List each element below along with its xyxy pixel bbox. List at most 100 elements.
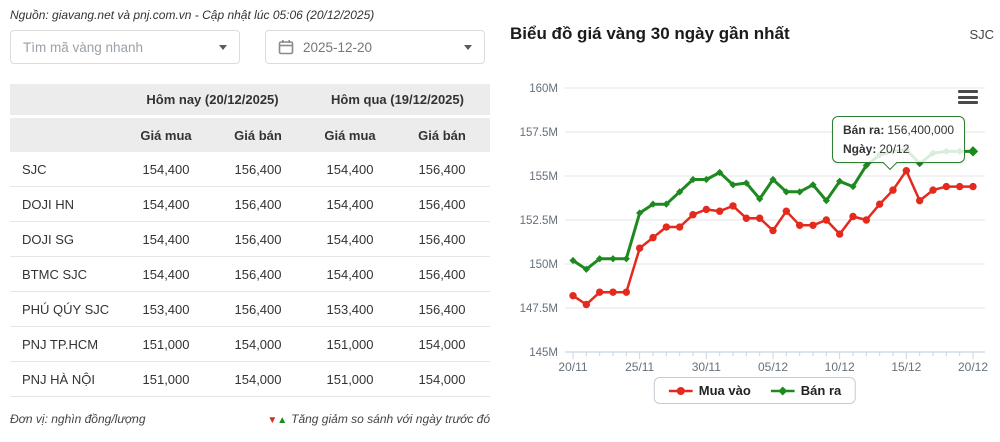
gold-price-table: Hôm nay (20/12/2025) Hôm qua (19/12/2025… [10,84,490,397]
price-cell: 151,000 [326,371,374,387]
svg-text:05/12: 05/12 [758,360,788,374]
svg-text:145M: 145M [529,347,558,359]
legend-label-buy: Mua vào [698,383,751,398]
chart-tooltip: Bán ra: 156,400,000 Ngày: 20/12 [832,116,966,164]
series-Bán ra [569,146,979,273]
price-cell: 156,400 [418,231,466,247]
price-cell: 156,400 [234,301,282,317]
price-cell: 156,400 [418,161,466,177]
price-cell: 154,400 [142,196,190,212]
column-header-buy-today: Giá mua [140,127,192,143]
unit-note: Đơn vị: nghìn đồng/lượng [10,412,146,426]
table-row: SJC 154,400 156,400 154,400 156,400 [10,152,490,187]
table-row: DOJI HN 154,400 156,400 154,400 156,400 [10,187,490,222]
price-cell: 154,000 [234,336,282,352]
price-cell: 154,400 [142,266,190,282]
svg-text:147.5M: 147.5M [520,303,558,315]
up-triangle-icon: ▲ [277,415,288,426]
price-cell: 156,400 [234,161,282,177]
svg-text:160M: 160M [529,83,558,95]
vendor-name: PNJ HÀ NỘI [22,371,95,387]
table-row: PHÚ QÚY SJC 153,400 156,400 153,400 156,400 [10,292,490,327]
svg-text:10/12: 10/12 [825,360,855,374]
series-Mua vào [569,167,977,309]
svg-text:155M: 155M [529,171,558,183]
chart-header: Biểu đồ giá vàng 30 ngày gần nhất SJC [510,24,1000,44]
price-cell: 154,400 [326,266,374,282]
vendor-name: BTMC SJC [22,266,87,282]
table-row: DOJI SG 154,400 156,400 154,400 156,400 [10,222,490,257]
chart-badge: SJC [969,26,994,42]
svg-text:30/11: 30/11 [692,360,721,374]
down-triangle-icon: ▼ [267,415,278,426]
buy-series-marker-icon [668,386,693,395]
chart-menu-icon[interactable] [958,90,978,107]
price-cell: 156,400 [418,266,466,282]
date-value: 2025-12-20 [303,39,373,55]
chart-panel: Biểu đồ giá vàng 30 ngày gần nhất SJC 16… [510,0,1000,442]
x-axis: 20/11 25/11 30/11 05/12 10/12 15/12 20/12 [558,351,988,374]
vendor-name: PNJ TP.HCM [22,336,99,352]
price-cell: 153,400 [326,301,374,317]
price-cell: 154,400 [326,161,374,177]
column-header-buy-yesterday: Giá mua [324,127,376,143]
price-cell: 151,000 [142,371,190,387]
chevron-down-icon [219,44,227,50]
column-group-yesterday: Hôm qua (19/12/2025) [331,92,464,107]
change-legend-note: ▼▲ Tăng giảm so sánh với ngày trước đó [267,412,490,426]
calendar-icon [278,39,294,55]
chart-title: Biểu đồ giá vàng 30 ngày gần nhất [510,24,790,43]
sell-series-marker-icon [770,386,795,395]
table-body: SJC 154,400 156,400 154,400 156,400 DOJI HN 15… [10,152,490,397]
price-cell: 156,400 [234,231,282,247]
svg-text:20/11: 20/11 [558,360,587,374]
price-cell: 156,400 [418,301,466,317]
tooltip-sell-line: Bán ra: 156,400,000 [843,123,955,137]
vendor-name: DOJI HN [22,196,74,212]
chevron-down-icon [464,44,472,50]
chart-area: 160M 157.5M 155M 152.5M 150M 147.5M 145M 20/11 2… [510,78,1000,442]
svg-text:20/12: 20/12 [958,360,988,374]
svg-text:150M: 150M [529,259,558,271]
price-cell: 156,400 [234,196,282,212]
column-header-sell-today: Giá bán [234,127,282,143]
price-cell: 154,400 [142,161,190,177]
vendor-name: DOJI SG [22,231,75,247]
legend-item-mua-vao[interactable]: Mua vào [668,383,751,398]
legend-label-sell: Bán ra [800,383,842,398]
table-subheader-row: Giá mua Giá bán Giá mua Giá bán [10,118,490,152]
vendor-name: SJC [22,161,47,177]
svg-text:152.5M: 152.5M [520,215,558,227]
price-cell: 154,000 [418,336,466,352]
price-table-panel: Nguồn: giavang.net và pnj.com.vn - Cập n… [10,8,490,426]
price-cell: 154,000 [234,371,282,387]
price-cell: 156,400 [234,266,282,282]
table-row: BTMC SJC 154,400 156,400 154,400 156,400 [10,257,490,292]
search-input[interactable] [23,39,219,55]
gold-code-search-select[interactable] [10,30,240,64]
price-cell: 151,000 [142,336,190,352]
tooltip-date-line: Ngày: 20/12 [843,141,910,156]
vendor-name: PHÚ QÚY SJC [22,301,110,317]
price-cell: 153,400 [142,301,190,317]
price-cell: 154,400 [142,231,190,247]
change-legend-text: Tăng giảm so sánh với ngày trước đó [291,412,490,426]
table-row: PNJ TP.HCM 151,000 154,000 151,000 154,000 [10,327,490,362]
table-group-header-row: Hôm nay (20/12/2025) Hôm qua (19/12/2025… [10,84,490,115]
price-cell: 154,400 [326,196,374,212]
svg-text:25/11: 25/11 [625,360,654,374]
legend-item-ban-ra[interactable]: Bán ra [770,383,842,398]
svg-text:15/12: 15/12 [891,360,921,374]
chart-legend: Mua vào Bán ra [653,377,857,404]
price-cell: 151,000 [326,336,374,352]
table-row: PNJ HÀ NỘI 151,000 154,000 151,000 154,000 [10,362,490,397]
svg-text:157.5M: 157.5M [520,127,558,139]
column-group-today: Hôm nay (20/12/2025) [146,92,279,107]
table-footer: Đơn vị: nghìn đồng/lượng ▼▲ Tăng giảm so … [10,412,490,426]
date-picker[interactable]: 2025-12-20 [265,30,485,64]
column-header-sell-yesterday: Giá bán [418,127,466,143]
source-note: Nguồn: giavang.net và pnj.com.vn - Cập n… [10,8,375,22]
price-cell: 154,000 [418,371,466,387]
